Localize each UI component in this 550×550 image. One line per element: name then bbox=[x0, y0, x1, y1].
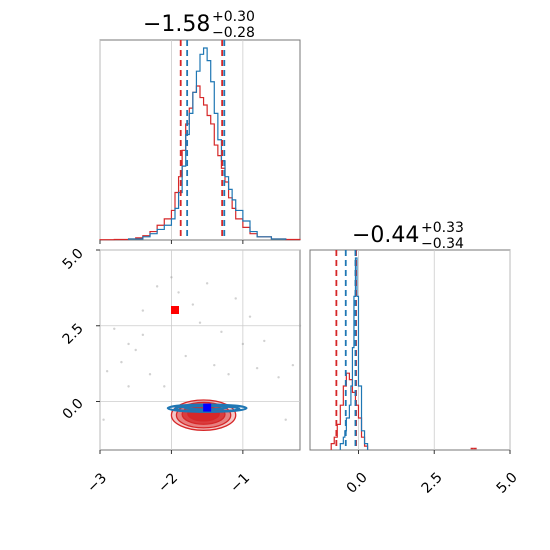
hist-p1-frame bbox=[99, 39, 301, 241]
scatter-point bbox=[213, 363, 216, 367]
scatter-point bbox=[198, 321, 202, 324]
scatter-point bbox=[205, 282, 209, 285]
scatter-point bbox=[248, 315, 252, 318]
x-tick-label: 5.0 bbox=[494, 470, 521, 497]
x-tick-label: −3 bbox=[84, 470, 110, 496]
scatter-point bbox=[291, 363, 295, 367]
hist-p2-series-a bbox=[330, 372, 369, 450]
scatter-point bbox=[234, 297, 237, 300]
median-marker bbox=[203, 403, 212, 412]
scatter-point bbox=[102, 418, 105, 421]
scatter-point bbox=[184, 354, 187, 358]
scatter-point bbox=[263, 339, 266, 343]
hist-p2-x-tick-labels: 0.0 2.5 5.0 bbox=[344, 470, 521, 497]
scatter-point bbox=[220, 330, 223, 334]
scatter-point bbox=[120, 360, 123, 364]
hist-p1-series-b bbox=[127, 47, 287, 240]
scatter-2d-panel bbox=[96, 249, 302, 454]
histogram-p2-panel bbox=[309, 249, 511, 454]
hist-p2-frame bbox=[309, 249, 511, 451]
scatter-y-tick-labels: 0.0 2.5 5.0 bbox=[60, 246, 87, 423]
scatter-point bbox=[105, 370, 109, 373]
scatter-point bbox=[284, 418, 287, 421]
title-p2: −0.44 +0.33 −0.34 bbox=[352, 220, 464, 252]
scatter-point bbox=[163, 385, 166, 388]
title-p1: −1.58 +0.30 −0.28 bbox=[143, 9, 255, 41]
y-tick-label: 0.0 bbox=[60, 396, 87, 423]
scatter-point bbox=[277, 376, 280, 379]
scatter-point bbox=[155, 285, 159, 288]
scatter-point bbox=[241, 342, 245, 346]
scatter-point bbox=[148, 373, 152, 376]
x-tick-label: 0.0 bbox=[344, 470, 371, 497]
histogram-p1-panel bbox=[99, 39, 301, 244]
title-p1-minus: −0.28 bbox=[212, 25, 255, 41]
title-p2-plus: +0.33 bbox=[421, 220, 464, 236]
scatter-point bbox=[177, 291, 180, 294]
title-p2-minus: −0.34 bbox=[421, 236, 464, 252]
scatter-point bbox=[298, 324, 302, 327]
title-p2-median: −0.44 bbox=[352, 223, 419, 248]
y-tick-label: 5.0 bbox=[60, 246, 87, 273]
scatter-point bbox=[255, 366, 259, 370]
scatter-point bbox=[134, 348, 137, 352]
x-tick-label: −2 bbox=[155, 470, 181, 496]
scatter-point bbox=[113, 327, 116, 330]
scatter-point bbox=[191, 303, 195, 306]
title-p1-median: −1.58 bbox=[143, 12, 210, 37]
title-p1-plus: +0.30 bbox=[212, 9, 255, 25]
hist-p2-series-b bbox=[339, 257, 369, 450]
scatter-point bbox=[141, 309, 145, 312]
scatter-point bbox=[127, 342, 130, 346]
y-tick-label: 2.5 bbox=[60, 321, 87, 348]
scatter-x-tick-labels: −3 −2 −1 bbox=[84, 470, 253, 496]
scatter-point bbox=[141, 333, 145, 337]
scatter-point bbox=[227, 373, 230, 376]
scatter-point bbox=[127, 385, 130, 388]
x-tick-label: 2.5 bbox=[419, 470, 446, 497]
truth-marker bbox=[171, 306, 179, 314]
x-tick-label: −1 bbox=[227, 470, 253, 496]
scatter-point bbox=[170, 276, 173, 279]
